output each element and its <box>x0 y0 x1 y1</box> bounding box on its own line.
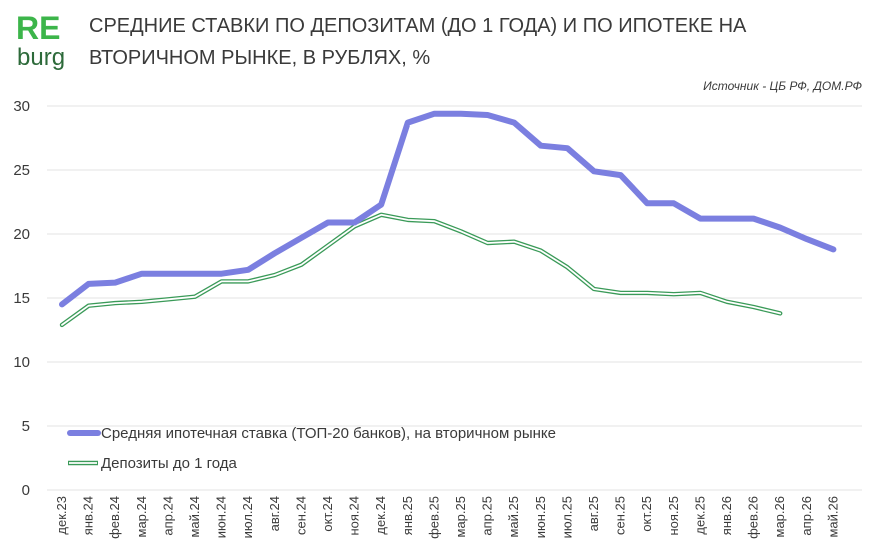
series-lines <box>59 110 837 328</box>
legend-item-deposits: Депозиты до 1 года <box>68 455 238 472</box>
y-tick-label: 25 <box>13 162 30 179</box>
logo-re-text: RE <box>16 10 60 46</box>
logo-burg-text: burg <box>17 44 65 71</box>
y-tick-label: 30 <box>13 98 30 115</box>
reburg-logo: RE burg <box>16 10 65 71</box>
x-tick-label: мар.24 <box>134 496 149 537</box>
x-tick-label: окт.24 <box>320 496 335 532</box>
x-tick-label: фев.24 <box>107 496 122 539</box>
chart-title-line2: ВТОРИЧНОМ РЫНКЕ, В РУБЛЯХ, % <box>89 47 430 69</box>
series-line-mortgage <box>59 110 837 308</box>
y-tick-label: 5 <box>22 418 30 435</box>
x-tick-label: сен.24 <box>293 496 308 535</box>
series-line-deposits-inner <box>61 213 782 326</box>
x-tick-label: дек.25 <box>692 496 707 535</box>
x-tick-label: ноя.25 <box>666 496 681 536</box>
y-tick-label: 20 <box>13 226 30 243</box>
x-tick-label: апр.26 <box>799 496 814 536</box>
x-tick-label: май.26 <box>825 496 840 538</box>
legend-label-mortgage: Средняя ипотечная ставка (ТОП-20 банков)… <box>101 425 556 442</box>
x-tick-label: мар.25 <box>453 496 468 537</box>
legend: Средняя ипотечная ставка (ТОП-20 банков)… <box>67 425 556 472</box>
x-tick-label: июл.25 <box>559 496 574 538</box>
y-tick-label: 0 <box>22 482 30 499</box>
x-tick-label: апр.25 <box>480 496 495 536</box>
y-tick-label: 15 <box>13 290 30 307</box>
x-tick-label: фев.26 <box>746 496 761 539</box>
x-tick-label: дек.24 <box>373 496 388 535</box>
chart-title-line1: СРЕДНИЕ СТАВКИ ПО ДЕПОЗИТАМ (ДО 1 ГОДА) … <box>89 15 747 37</box>
x-tick-label: янв.26 <box>719 496 734 535</box>
x-tick-label: июл.24 <box>240 496 255 538</box>
x-tick-label: апр.24 <box>160 496 175 536</box>
x-tick-label: янв.25 <box>400 496 415 535</box>
x-tick-label: дек.23 <box>54 496 69 535</box>
x-tick-label: ноя.24 <box>347 496 362 536</box>
y-tick-label: 10 <box>13 354 30 371</box>
x-tick-label: авг.24 <box>267 496 282 531</box>
x-tick-label: янв.24 <box>81 496 96 535</box>
series-line-deposits-outline <box>59 212 783 328</box>
x-tick-label: окт.25 <box>639 496 654 532</box>
x-tick-label: авг.25 <box>586 496 601 531</box>
x-tick-label: мар.26 <box>772 496 787 537</box>
x-tick-label: фев.25 <box>426 496 441 539</box>
source-note: Источник - ЦБ РФ, ДОМ.РФ <box>703 79 862 93</box>
y-axis-ticks: 0 5 10 15 20 25 30 <box>13 98 30 499</box>
x-tick-label: май.24 <box>187 496 202 538</box>
x-tick-label: июн.24 <box>214 496 229 538</box>
legend-label-deposits: Депозиты до 1 года <box>101 455 238 472</box>
x-tick-label: май.25 <box>506 496 521 538</box>
x-axis-ticks: дек.23 янв.24 фев.24 мар.24 апр.24 май.24 июн.… <box>54 496 840 539</box>
x-tick-label: сен.25 <box>613 496 628 535</box>
legend-item-mortgage: Средняя ипотечная ставка (ТОП-20 банков)… <box>67 425 556 442</box>
x-tick-label: июн.25 <box>533 496 548 538</box>
